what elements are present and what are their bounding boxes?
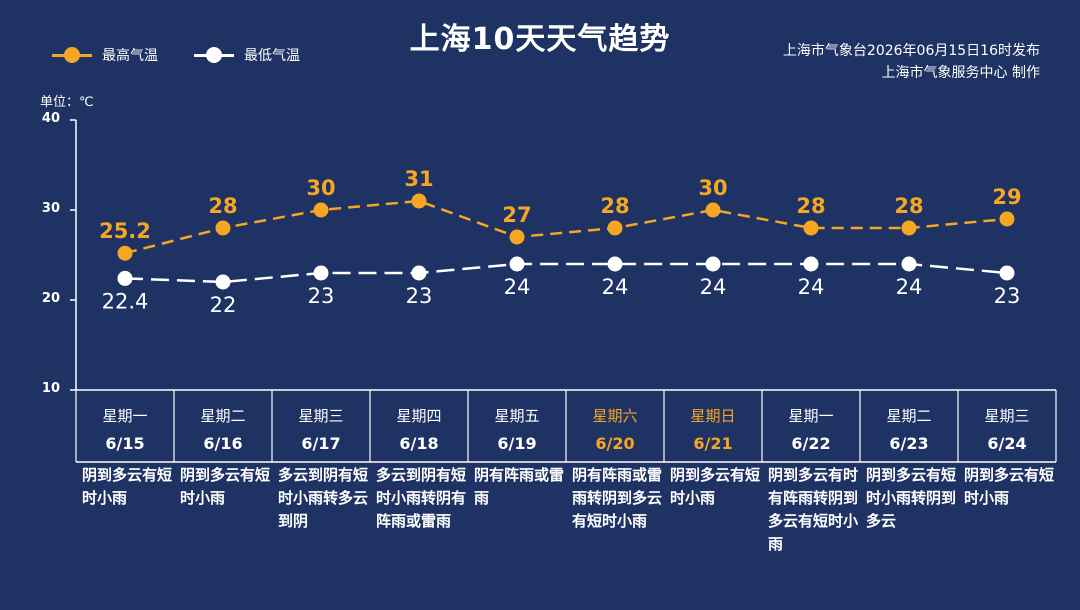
- weekday-label: 星期六: [592, 407, 638, 425]
- chart-title: 上海10天天气趋势: [409, 22, 671, 57]
- data-label-low: 24: [504, 275, 531, 299]
- y-tick-label: 20: [41, 291, 60, 306]
- data-label-high: 25.2: [99, 219, 151, 243]
- point-low: [215, 274, 231, 290]
- data-label-low: 24: [700, 275, 727, 299]
- weekday-label: 星期四: [396, 407, 442, 425]
- point-high: [705, 202, 721, 218]
- point-high: [509, 229, 525, 245]
- weekday-label: 星期五: [494, 407, 540, 425]
- data-label-high: 30: [306, 176, 335, 200]
- source-line-producer: 上海市气象服务中心 制作: [881, 65, 1040, 81]
- point-high: [215, 220, 231, 236]
- date-label: 6/22: [791, 434, 831, 453]
- y-tick-label: 30: [41, 201, 60, 216]
- weather-description: 多云到阴有短时小雨转阴有阵雨或雷雨: [376, 466, 467, 530]
- point-low: [313, 265, 329, 281]
- weather-description: 阴有阵雨或雷雨: [474, 466, 565, 507]
- legend: 最高气温 最低气温: [52, 44, 336, 66]
- data-label-low: 24: [798, 275, 825, 299]
- weekday-label: 星期三: [984, 407, 1030, 425]
- date-label: 6/24: [987, 434, 1027, 453]
- y-tick-label: 40: [41, 111, 60, 126]
- source-info: 上海市气象台2026年06月15日16时发布 上海市气象服务中心 制作: [783, 40, 1040, 84]
- legend-label-high: 最高气温: [102, 48, 158, 64]
- data-label-low: 23: [406, 284, 433, 308]
- weekday-label: 星期一: [788, 407, 834, 425]
- series-line-high: [124, 199, 1008, 255]
- date-label: 6/21: [693, 434, 733, 453]
- unit-label: 单位：℃: [40, 95, 94, 110]
- data-label-high: 28: [208, 194, 237, 218]
- date-label: 6/15: [105, 434, 145, 453]
- legend-swatch-low: [194, 44, 234, 66]
- date-label: 6/17: [301, 434, 341, 453]
- point-low: [607, 256, 623, 272]
- legend-label-low: 最低气温: [244, 48, 300, 64]
- legend-swatch-high: [52, 44, 92, 66]
- date-label: 6/23: [889, 434, 929, 453]
- weather-description: 阴到多云有短时小雨: [670, 466, 761, 507]
- legend-item-low: 最低气温: [194, 44, 300, 66]
- source-line-publish: 上海市气象台2026年06月15日16时发布: [782, 43, 1040, 59]
- data-label-low: 24: [602, 275, 629, 299]
- point-high: [313, 202, 329, 218]
- data-label-high: 28: [894, 194, 923, 218]
- point-low: [803, 256, 819, 272]
- point-low: [705, 256, 721, 272]
- weather-description: 阴到多云有短时小雨: [82, 466, 173, 507]
- data-label-low: 23: [308, 284, 335, 308]
- weather-description: 阴有阵雨或雷雨转阴到多云有短时小雨: [572, 466, 663, 530]
- point-high: [999, 211, 1015, 227]
- weather-description: 阴到多云有时有阵雨转阴到多云有短时小雨: [768, 466, 859, 553]
- data-label-low: 22.4: [102, 289, 149, 313]
- weekday-label: 星期一: [102, 407, 148, 425]
- weather-description: 阴到多云有短时小雨转阴到多云: [866, 466, 957, 530]
- data-label-high: 27: [502, 203, 531, 227]
- point-low: [411, 265, 427, 281]
- date-label: 6/18: [399, 434, 439, 453]
- point-high: [117, 245, 133, 261]
- weather-description: 多云到阴有短时小雨转多云到阴: [278, 466, 369, 530]
- weekday-label: 星期日: [690, 407, 736, 425]
- point-low: [509, 256, 525, 272]
- legend-item-high: 最高气温: [52, 44, 158, 66]
- data-label-high: 30: [698, 176, 727, 200]
- weather-description: 阴到多云有短时小雨: [180, 466, 271, 507]
- data-label-high: 28: [796, 194, 825, 218]
- data-label-high: 28: [600, 194, 629, 218]
- date-label: 6/16: [203, 434, 243, 453]
- data-label-low: 23: [994, 284, 1021, 308]
- point-high: [901, 220, 917, 236]
- point-low: [901, 256, 917, 272]
- weekday-label: 星期三: [298, 407, 344, 425]
- point-high: [411, 193, 427, 209]
- weekday-label: 星期二: [886, 407, 932, 425]
- point-high: [607, 220, 623, 236]
- data-label-low: 24: [896, 275, 923, 299]
- y-tick-label: 10: [41, 381, 60, 396]
- data-label-high: 31: [404, 167, 433, 191]
- date-label: 6/20: [595, 434, 635, 453]
- data-label-low: 22: [210, 293, 237, 317]
- data-label-high: 29: [992, 185, 1021, 209]
- point-low: [999, 265, 1015, 281]
- weekday-label: 星期二: [200, 407, 246, 425]
- point-low: [117, 270, 133, 286]
- date-label: 6/19: [497, 434, 537, 453]
- point-high: [803, 220, 819, 236]
- weather-description: 阴到多云有短时小雨: [964, 466, 1055, 507]
- series-line-low: [124, 262, 1008, 284]
